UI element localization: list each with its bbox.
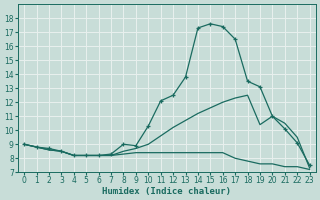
X-axis label: Humidex (Indice chaleur): Humidex (Indice chaleur) xyxy=(102,187,231,196)
